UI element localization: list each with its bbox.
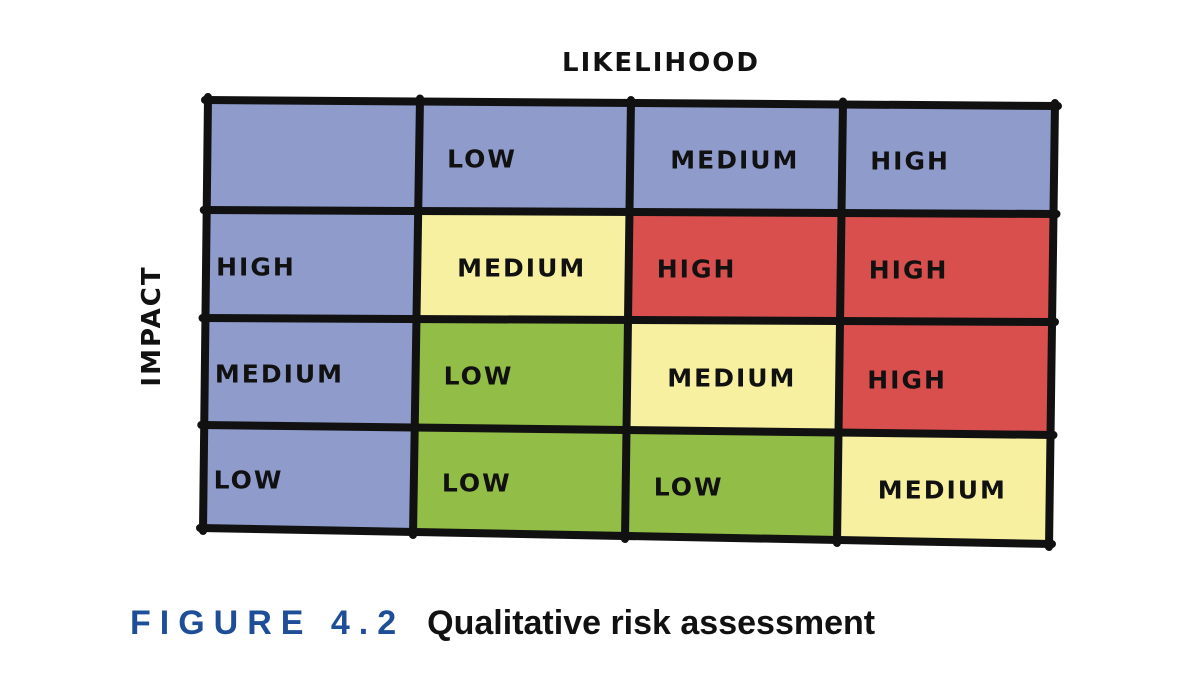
cell-low-medium <box>625 430 839 540</box>
cell-high-medium <box>628 212 842 321</box>
cell-high-high <box>840 213 1054 322</box>
likelihood-axis-label: LIKELIHOOD <box>562 48 760 78</box>
cell-label-high-high: HIGH <box>868 255 949 284</box>
cell-header-medium <box>629 103 843 213</box>
cell-header-high <box>841 104 1055 214</box>
cell-label-low-low: LOW <box>441 468 512 498</box>
cell-header-row-header <box>206 100 420 211</box>
cell-label-header-low: LOW <box>447 144 517 174</box>
cell-high-row-header <box>205 210 419 319</box>
cell-label-high-row-header: HIGH <box>216 252 296 281</box>
cell-label-high-low: MEDIUM <box>457 253 587 282</box>
cell-label-high-medium: HIGH <box>656 254 737 283</box>
figure-number: FIGURE 4.2 <box>130 604 406 642</box>
cell-medium-high <box>838 321 1052 435</box>
figure-title: Qualitative risk assessment <box>427 604 876 642</box>
cell-label-low-high: MEDIUM <box>877 475 1007 505</box>
grid-row-line <box>199 206 1061 218</box>
cell-medium-row-header <box>204 318 417 428</box>
grid-row-line <box>201 96 1062 110</box>
grid-row-line <box>196 524 1056 548</box>
cell-low-low <box>413 427 627 536</box>
grid-row-line <box>197 421 1058 439</box>
cell-label-low-row-header: LOW <box>213 465 284 495</box>
figure-caption: FIGURE 4.2 Qualitative risk assessment <box>130 604 875 643</box>
cell-header-low <box>418 101 631 212</box>
cell-medium-low <box>414 319 628 430</box>
cell-label-header-high: HIGH <box>870 146 950 176</box>
cell-label-medium-medium: MEDIUM <box>667 363 797 393</box>
cell-low-high <box>837 432 1051 544</box>
cell-medium-medium <box>626 320 840 433</box>
cell-low-row-header <box>203 425 415 532</box>
grid-row-line <box>198 314 1059 326</box>
cell-label-low-medium: LOW <box>653 472 724 502</box>
cell-label-medium-low: LOW <box>443 361 514 391</box>
grid-column-line <box>199 93 212 535</box>
cell-label-medium-high: HIGH <box>867 365 947 395</box>
cell-high-low <box>416 211 630 320</box>
cell-label-medium-row-header: MEDIUM <box>214 359 345 389</box>
cell-label-header-medium: MEDIUM <box>670 145 800 175</box>
